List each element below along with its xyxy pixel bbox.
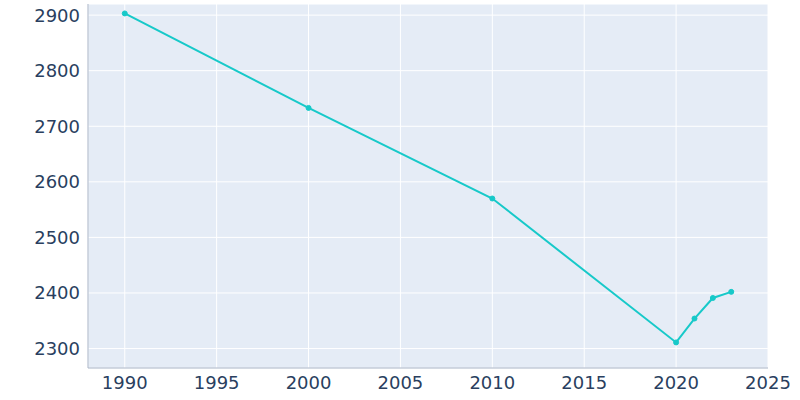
svg-text:2010: 2010 (469, 372, 515, 393)
svg-text:2600: 2600 (34, 171, 80, 192)
svg-text:1995: 1995 (194, 372, 240, 393)
svg-text:2800: 2800 (34, 60, 80, 81)
svg-text:2700: 2700 (34, 116, 80, 137)
svg-text:2000: 2000 (286, 372, 332, 393)
svg-text:2020: 2020 (653, 372, 699, 393)
svg-text:1990: 1990 (102, 372, 148, 393)
svg-text:2025: 2025 (745, 372, 791, 393)
svg-text:2400: 2400 (34, 282, 80, 303)
svg-text:2005: 2005 (378, 372, 424, 393)
svg-text:2900: 2900 (34, 5, 80, 26)
svg-text:2300: 2300 (34, 338, 80, 359)
svg-text:2015: 2015 (561, 372, 607, 393)
svg-text:2500: 2500 (34, 227, 80, 248)
